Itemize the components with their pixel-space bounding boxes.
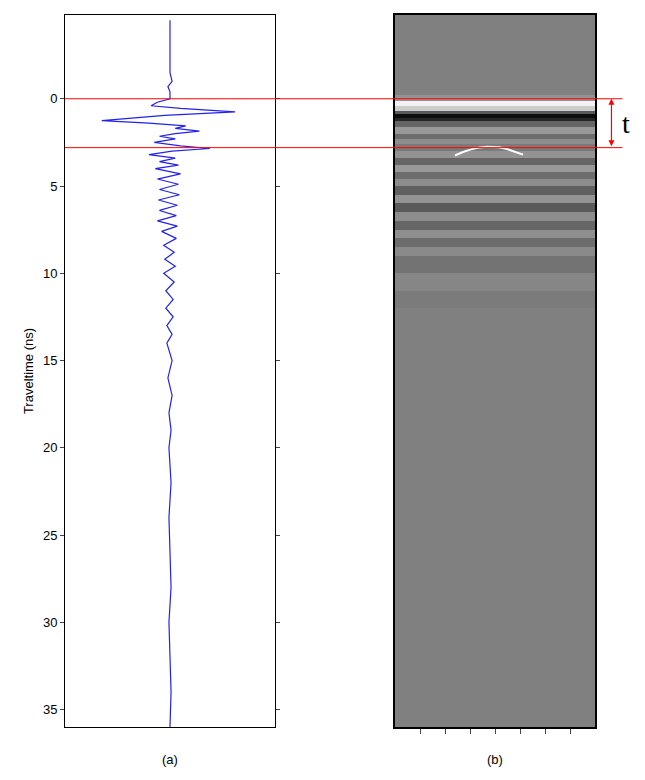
svg-text:0: 0 [50,91,57,106]
svg-text:(b): (b) [487,752,503,767]
svg-text:Traveltime (ns): Traveltime (ns) [21,328,36,414]
svg-text:t: t [622,108,630,139]
svg-text:(a): (a) [162,752,178,767]
svg-text:5: 5 [50,179,57,194]
svg-text:35: 35 [43,702,57,717]
svg-text:20: 20 [43,440,57,455]
svg-text:10: 10 [43,266,57,281]
svg-text:30: 30 [43,615,57,630]
svg-text:15: 15 [43,353,57,368]
svg-text:25: 25 [43,528,57,543]
